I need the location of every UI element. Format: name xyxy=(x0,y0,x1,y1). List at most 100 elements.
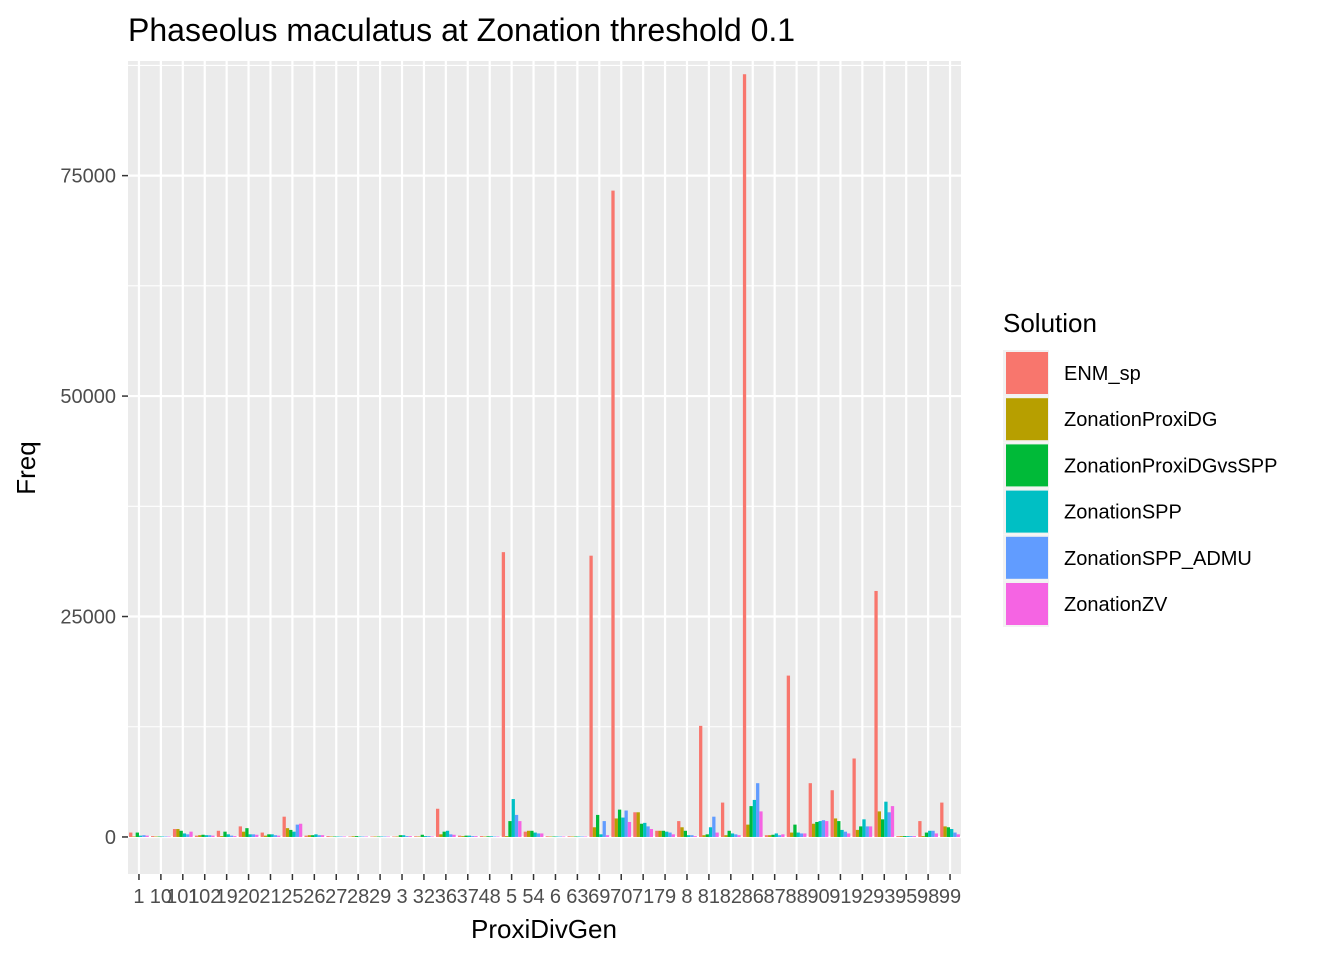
x-tick-label: 71 xyxy=(632,886,654,908)
bar-ZonationSPP-19 xyxy=(226,834,230,837)
bar-ZonationProxiDGvsSPP-5 xyxy=(508,821,512,837)
bar-ZonationZV-99 xyxy=(956,834,960,837)
y-axis: 0 25000 50000 75000 xyxy=(60,166,128,849)
bar-ZonationZV-29 xyxy=(386,836,390,838)
y-tick-label: 25000 xyxy=(60,607,116,629)
bar-ZonationSPP-10 xyxy=(160,836,165,838)
bar-ZonationZV-25 xyxy=(298,823,303,837)
legend: Solution ENM_sp ZonationProxiDG ZonationPr… xyxy=(1003,308,1277,627)
bar-ZonationSPP_ADMU-88 xyxy=(799,833,804,837)
bar-ZonationSPP-37 xyxy=(467,835,472,837)
legend-label: ZonationSPP_ADMU xyxy=(1064,548,1252,570)
x-tick-label: 10 xyxy=(150,886,172,908)
x-axis-title: ProxiDivGen xyxy=(471,914,617,944)
bar-ZonationSPP-8 xyxy=(686,835,691,837)
bar-ENM_sp-20 xyxy=(238,826,242,837)
bar-ZonationProxiDG-101 xyxy=(176,829,180,837)
bar-ZonationProxiDGvsSPP-36 xyxy=(442,831,446,837)
bar-ZonationProxiDG-99 xyxy=(943,826,947,837)
bar-ENM_sp-102 xyxy=(194,835,199,837)
bar-ZonationZV-63 xyxy=(583,836,588,838)
bar-ENM_sp-10 xyxy=(151,836,155,837)
bar-ZonationSPP_ADMU-8 xyxy=(690,835,694,837)
bar-ZonationZV-21 xyxy=(277,835,281,837)
x-tick-label: 3 xyxy=(396,886,407,908)
x-tick-label: 86 xyxy=(742,886,764,908)
bar-ZonationSPP_ADMU-69 xyxy=(602,821,606,837)
bar-ZonationProxiDG-48 xyxy=(483,836,487,838)
bar-ZonationZV-37 xyxy=(474,836,478,837)
x-tick-label: 5 xyxy=(506,886,517,908)
bar-ZonationSPP-98 xyxy=(928,830,932,837)
x-tick-label: 29 xyxy=(369,886,391,908)
bar-ZonationProxiDGvsSPP-88 xyxy=(793,824,797,837)
bar-ZonationSPP_ADMU-71 xyxy=(646,826,650,837)
legend-label: ZonationZV xyxy=(1064,594,1168,616)
x-tick-label: 54 xyxy=(522,886,544,908)
bar-ZonationSPP_ADMU-90 xyxy=(821,820,826,837)
bar-ZonationProxiDG-54 xyxy=(526,830,531,837)
legend-swatch xyxy=(1006,536,1048,579)
bar-ZonationProxiDG-25 xyxy=(285,828,290,837)
bar-ZonationProxiDGvsSPP-21 xyxy=(267,834,271,837)
bar-ENM_sp-88 xyxy=(786,675,791,837)
bar-ENM_sp-101 xyxy=(172,829,177,837)
bar-ZonationSPP_ADMU-21 xyxy=(273,835,278,837)
bar-ZonationProxiDG-29 xyxy=(373,836,377,838)
x-tick-label: 28 xyxy=(347,886,369,908)
bar-ZonationSPP-26 xyxy=(314,834,318,837)
bar-ZonationProxiDGvsSPP-102 xyxy=(201,834,205,837)
bar-ZonationZV-6 xyxy=(562,836,566,838)
bar-ZonationSPP-82 xyxy=(730,833,735,837)
bar-ZonationSPP-21 xyxy=(270,834,274,837)
x-tick-label: 37 xyxy=(457,886,479,908)
bar-ZonationProxiDGvsSPP-99 xyxy=(946,827,951,837)
x-tick-label: 98 xyxy=(917,886,939,908)
bar-ZonationProxiDGvsSPP-48 xyxy=(486,836,490,837)
bar-ZonationProxiDG-21 xyxy=(263,835,268,837)
bar-ZonationZV-36 xyxy=(452,834,456,837)
bar-ENM_sp-70 xyxy=(611,190,615,837)
bar-ZonationZV-3 xyxy=(408,836,412,837)
bar-ZonationSPP-90 xyxy=(818,821,822,837)
legend-swatch xyxy=(1006,398,1048,441)
bar-ENM_sp-63 xyxy=(567,836,571,837)
x-tick-label: 93 xyxy=(873,886,895,908)
bar-ZonationSPP_ADMU-27 xyxy=(339,836,343,838)
bar-ENM_sp-93 xyxy=(874,590,878,837)
bar-ZonationZV-10 xyxy=(167,836,171,838)
x-tick-label: 101 xyxy=(166,886,199,908)
bar-ZonationSPP-54 xyxy=(533,832,537,837)
x-tick-label: 32 xyxy=(413,886,435,908)
bar-ZonationSPP_ADMU-6 xyxy=(558,836,563,838)
x-tick-label: 88 xyxy=(785,886,807,908)
legend-label: ZonationProxiDG xyxy=(1064,409,1217,431)
bar-ZonationSPP-25 xyxy=(292,831,296,837)
bar-ZonationProxiDGvsSPP-6 xyxy=(552,836,556,838)
x-tick-label: 87 xyxy=(764,886,786,908)
x-tick-label: 26 xyxy=(303,886,325,908)
bar-ZonationProxiDG-69 xyxy=(592,827,597,837)
bar-ZonationProxiDG-93 xyxy=(877,811,881,837)
bar-ZonationProxiDGvsSPP-19 xyxy=(223,831,227,837)
x-tick-label: 70 xyxy=(610,886,632,908)
bar-ZonationSPP-70 xyxy=(621,817,625,837)
bar-ZonationProxiDG-95 xyxy=(899,836,903,837)
bar-ZonationSPP-91 xyxy=(840,829,844,837)
bar-ZonationSPP-86 xyxy=(752,799,757,837)
bar-ZonationZV-91 xyxy=(847,833,851,837)
x-tick-label: 82 xyxy=(720,886,742,908)
bar-ZonationProxiDGvsSPP-3 xyxy=(398,835,403,837)
bar-ZonationSPP_ADMU-32 xyxy=(427,836,431,837)
bar-ZonationProxiDG-27 xyxy=(329,836,333,838)
bar-ZonationZV-32 xyxy=(430,836,434,838)
bar-ENM_sp-8 xyxy=(677,821,681,837)
x-tick-label: 79 xyxy=(654,886,676,908)
bar-ZonationZV-70 xyxy=(627,821,632,837)
bar-ZonationZV-81 xyxy=(715,832,719,837)
bar-ZonationZV-87 xyxy=(781,834,785,837)
bar-ZonationSPP-6 xyxy=(555,836,559,838)
bar-ZonationSPP_ADMU-5 xyxy=(514,814,519,837)
bar-ZonationProxiDG-1 xyxy=(132,836,136,837)
bar-ZonationProxiDG-98 xyxy=(921,836,925,837)
